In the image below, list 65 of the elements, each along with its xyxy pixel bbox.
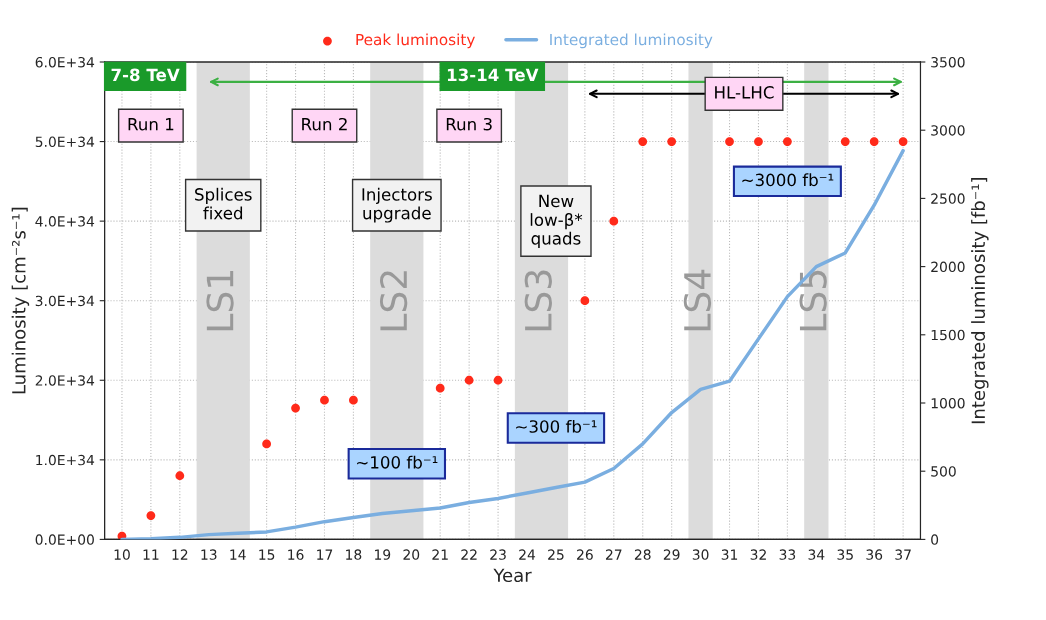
x-tick-label: 25 xyxy=(548,549,564,560)
annotation: ~3000 fb⁻¹ xyxy=(742,173,834,187)
x-tick-label: 34 xyxy=(808,549,825,560)
y2-tick-label: 3000 xyxy=(931,125,965,136)
band-label: LS4 xyxy=(683,269,712,331)
y2-tick-label: 1500 xyxy=(931,329,965,341)
y-tick-label: 1.0E+34 xyxy=(36,454,95,466)
y-tick-label: 4.0E+34 xyxy=(35,216,95,227)
band-label: LS5 xyxy=(799,270,827,331)
x-tick-label: 13 xyxy=(201,549,217,560)
annotation: Injectors upgrade xyxy=(362,187,432,223)
x-tick-label: 23 xyxy=(490,549,506,560)
annotation: Splices fixed xyxy=(195,187,252,220)
x-tick-label: 30 xyxy=(692,549,709,560)
x-tick-label: 36 xyxy=(866,549,883,560)
y2-tick-label: 2000 xyxy=(931,261,965,273)
annotation: HL-LHC xyxy=(715,86,774,99)
annotation: Run 1 xyxy=(128,118,174,131)
annotation: ~100 fb⁻¹ xyxy=(357,455,438,469)
y2-axis-title: Integrated luminosity [fb⁻¹] xyxy=(971,178,989,424)
annotation: New low-β* quads xyxy=(530,194,583,248)
x-axis-title: Year xyxy=(493,568,532,583)
y2-tick-label: 500 xyxy=(931,466,956,477)
x-tick-label: 15 xyxy=(259,549,275,560)
x-tick-label: 37 xyxy=(895,549,911,560)
annotation: Run 2 xyxy=(302,117,347,131)
y2-tick-label: 1000 xyxy=(931,397,965,409)
x-tick-label: 17 xyxy=(317,549,333,560)
y2-tick-label: 3500 xyxy=(931,56,965,68)
annotation: Run 3 xyxy=(446,117,492,131)
y2-tick-label: 0 xyxy=(931,534,939,545)
x-tick-label: 14 xyxy=(230,549,246,560)
x-tick-label: 16 xyxy=(288,549,304,560)
y-tick-label: 6.0E+34 xyxy=(35,56,95,68)
x-tick-label: 21 xyxy=(432,549,448,560)
text: Peak luminosity xyxy=(356,33,475,49)
band-label: LS3 xyxy=(524,270,552,331)
x-tick-label: 28 xyxy=(634,549,651,560)
band-label: LS1 xyxy=(206,271,234,331)
x-tick-label: 32 xyxy=(750,549,766,560)
x-tick-label: 31 xyxy=(721,549,738,560)
text: Integrated luminosity xyxy=(550,33,713,49)
y-tick-label: 5.0E+34 xyxy=(35,136,95,148)
annotation: 7-8 TeV xyxy=(111,68,180,82)
y-tick-label: 2.0E+34 xyxy=(35,375,95,386)
x-tick-label: 19 xyxy=(375,549,391,560)
y-axis-title: Luminosity [cm⁻²s⁻¹] xyxy=(11,207,30,394)
x-tick-label: 20 xyxy=(403,549,420,560)
x-tick-label: 18 xyxy=(346,549,362,560)
x-tick-label: 11 xyxy=(143,549,159,560)
x-tick-label: 29 xyxy=(663,549,680,560)
x-tick-label: 33 xyxy=(779,549,796,560)
x-tick-label: 27 xyxy=(605,549,622,560)
annotation: 13-14 TeV xyxy=(447,68,539,82)
y-tick-label: 0.0E+00 xyxy=(35,534,94,545)
x-tick-label: 35 xyxy=(837,549,853,560)
x-tick-label: 10 xyxy=(114,549,130,560)
x-tick-label: 22 xyxy=(461,549,477,560)
annotation: ~300 fb⁻¹ xyxy=(516,419,597,433)
band-label: LS2 xyxy=(379,271,408,331)
x-tick-label: 24 xyxy=(519,549,536,560)
y2-tick-label: 2500 xyxy=(931,193,965,204)
x-tick-label: 12 xyxy=(172,549,188,560)
y-tick-label: 3.0E+34 xyxy=(35,295,95,307)
x-tick-label: 26 xyxy=(577,549,593,560)
